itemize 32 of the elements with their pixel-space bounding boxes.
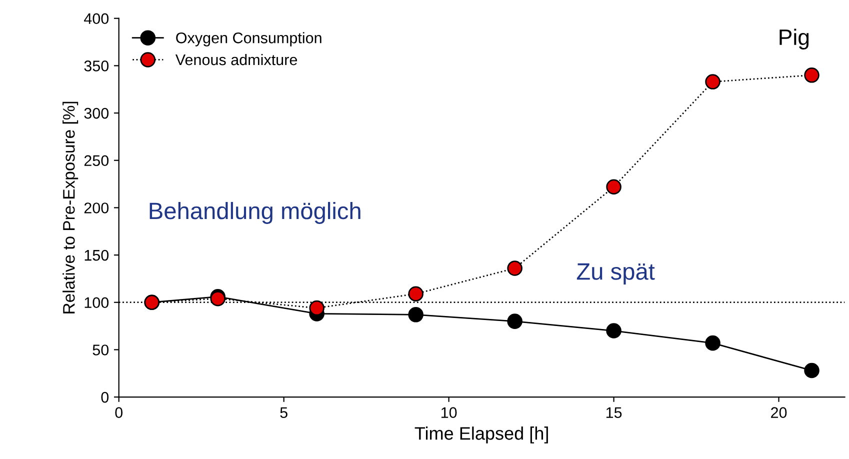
legend-label: Oxygen Consumption [176,32,322,46]
x-tick-label: 10 [441,407,457,418]
x-tick-label: 15 [606,407,622,418]
x-tick-label: 5 [280,407,288,418]
point [606,323,622,338]
point [309,300,324,316]
annotation: Zu spät [576,263,655,285]
point [507,260,522,276]
point [804,362,820,378]
x-axis-title: Time Elapsed [h] [414,426,548,444]
y-tick-label: 150 [84,250,109,261]
point [804,68,820,83]
point [705,74,720,90]
y-tick-label: 300 [84,108,109,119]
x-tick-label: 20 [771,407,787,418]
y-axis-title: Relative to Pre-Exposure [%] [62,102,78,314]
point [408,307,424,322]
legend-label: Venous admixture [175,54,298,66]
point [705,335,720,351]
annotation: Behandlung möglich [150,202,360,224]
annotation: Pig [780,28,809,50]
point [408,286,424,302]
y-tick-label: 350 [84,60,109,72]
point [606,179,622,195]
x-tick-label: 0 [115,407,123,418]
y-tick-label: 250 [84,155,109,166]
y-tick-label: 50 [92,344,109,356]
y-tick-label: 400 [84,13,109,24]
y-tick-label: 0 [101,392,109,403]
y-tick-label: 100 [84,297,109,308]
point [507,314,522,329]
y-tick-label: 200 [84,202,109,214]
